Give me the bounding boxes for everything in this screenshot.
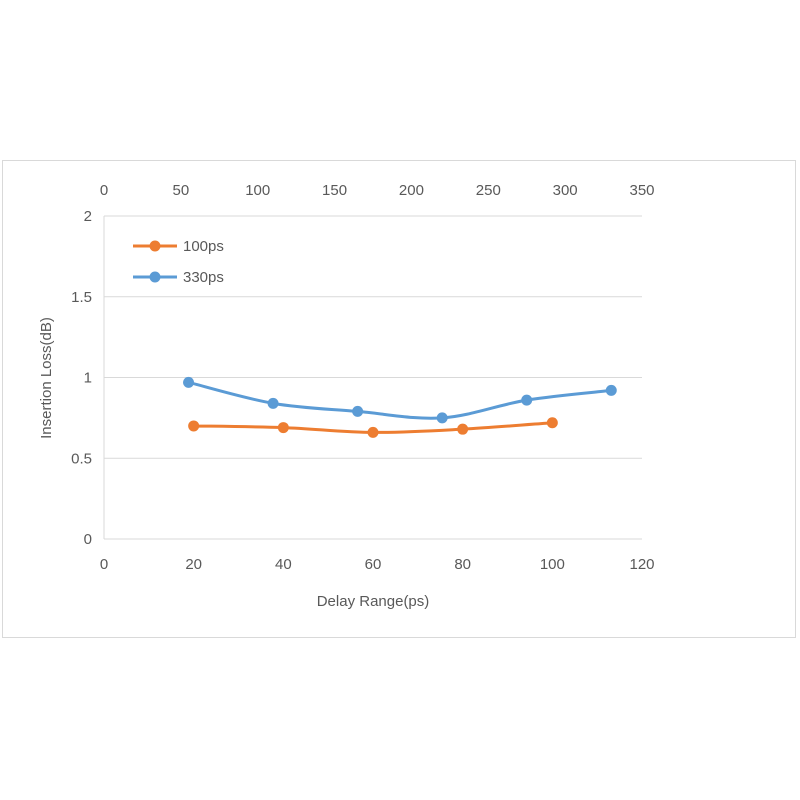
x2-tick-label: 100 [245,182,270,199]
y-tick-label: 1.5 [71,289,92,306]
data-point-100ps-3 [457,423,469,435]
y-tick-label: 2 [84,208,92,225]
y-tick-label: 0 [84,531,92,548]
chart-frame [2,160,796,638]
x2-tick-label: 200 [399,182,424,199]
x-axis-title: Delay Range(ps) [317,593,430,610]
data-point-330ps-5 [605,384,617,396]
data-point-330ps-3 [436,412,448,424]
legend-label-100ps: 100ps [183,238,224,255]
data-point-100ps-2 [367,426,379,438]
y-axis-ticks: 0 0.5 1 1.5 2 [71,208,92,548]
series-group [183,376,617,438]
data-point-100ps-0 [188,420,200,432]
x-tick-label: 0 [100,556,108,573]
x-tick-label: 80 [454,556,471,573]
x2-tick-label: 0 [100,182,108,199]
legend-label-330ps: 330ps [183,269,224,286]
legend-marker-100ps [149,240,161,252]
x2-tick-label: 150 [322,182,347,199]
legend-marker-330ps [149,271,161,283]
x2-axis-ticks: 0 50 100 150 200 250 300 350 [100,182,655,199]
x-tick-label: 120 [629,556,654,573]
y-tick-label: 0.5 [71,450,92,467]
x2-tick-label: 300 [553,182,578,199]
legend: 100ps 330ps [133,238,224,286]
gridlines [103,215,642,540]
x2-tick-label: 350 [629,182,654,199]
x-tick-label: 20 [185,556,202,573]
x-tick-label: 100 [540,556,565,573]
x-tick-label: 40 [275,556,292,573]
data-point-100ps-4 [546,417,558,429]
x2-tick-label: 50 [173,182,190,199]
data-point-330ps-0 [183,376,195,388]
series-line-330ps [188,380,612,420]
data-point-330ps-1 [267,397,279,409]
data-point-330ps-4 [521,394,533,406]
x-tick-label: 60 [365,556,382,573]
y-axis-title: Insertion Loss(dB) [38,317,55,439]
data-point-100ps-1 [277,422,289,434]
x2-tick-label: 250 [476,182,501,199]
x-axis-ticks: 0 20 40 60 80 100 120 [100,556,655,573]
y-tick-label: 1 [84,370,92,387]
data-point-330ps-2 [352,405,364,417]
